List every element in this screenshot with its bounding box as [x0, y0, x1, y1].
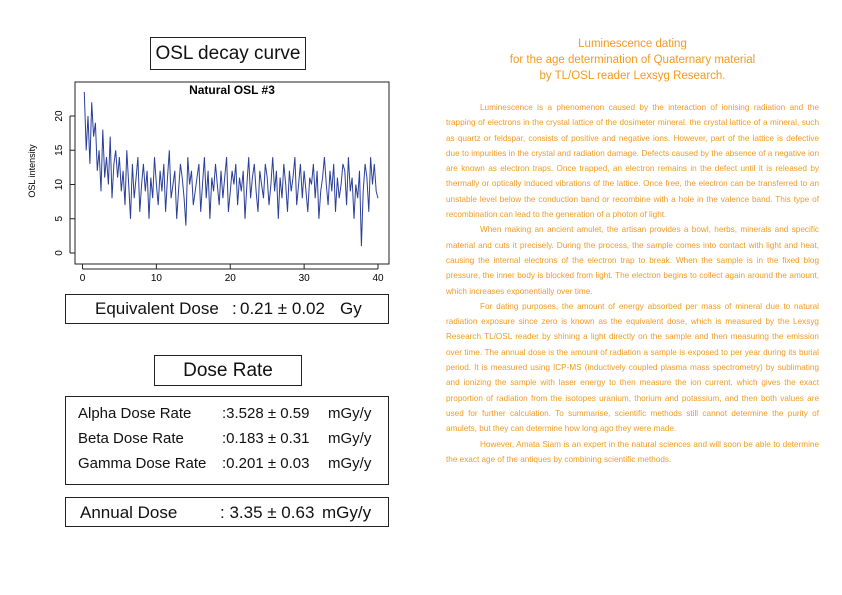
beta-dose-unit: mGy/y — [328, 430, 372, 447]
x-tick-label: 10 — [151, 273, 163, 284]
article-title-line: by TL/OSL reader Lexsyg Research. — [539, 70, 726, 82]
article-title-line: Luminescence dating — [578, 38, 687, 50]
article-paragraph: Luminescence is a phenomenon caused by t… — [446, 103, 819, 220]
article-paragraph: For dating purposes, the amount of energ… — [446, 301, 819, 434]
beta-dose-label: Beta Dose Rate — [78, 430, 184, 447]
osl-title: OSL decay curve — [155, 42, 301, 64]
annual-dose-box: Annual Dose : 3.35 ± 0.63 mGy/y — [65, 497, 389, 527]
osl-decay-chart: Natural OSL #3 OSL intensity 0 10 20 30 40 0 5… — [27, 81, 390, 284]
plot-frame — [74, 81, 390, 265]
x-tick-label: 0 — [80, 273, 86, 284]
alpha-dose-unit: mGy/y — [328, 405, 372, 422]
equivalent-dose-colon: : — [232, 299, 237, 318]
beta-dose-value: :0.183 ± 0.31 — [222, 430, 310, 447]
alpha-dose-value: :3.528 ± 0.59 — [222, 405, 310, 422]
alpha-dose-label: Alpha Dose Rate — [78, 405, 192, 422]
gamma-dose-value: :0.201 ± 0.03 — [222, 455, 310, 472]
y-tick-label: 5 — [54, 216, 65, 222]
gamma-dose-label: Gamma Dose Rate — [78, 455, 207, 472]
y-tick-label: 10 — [54, 179, 65, 191]
x-tick-label: 30 — [299, 273, 311, 284]
equivalent-dose-unit: Gy — [340, 299, 362, 318]
y-tick-label: 0 — [54, 250, 65, 256]
dose-rate-title: Dose Rate — [183, 359, 273, 381]
axis-ticks: 0 10 20 30 40 0 5 10 15 20 — [54, 110, 384, 284]
osl-series-line — [83, 91, 379, 247]
y-axis-label: OSL intensity — [27, 144, 37, 198]
equivalent-dose-label: Equivalent Dose — [95, 299, 219, 318]
y-tick-label: 15 — [54, 144, 65, 156]
y-tick-label: 20 — [54, 110, 65, 122]
article-paragraph: However, Amata Siam is an expert in the … — [446, 439, 819, 464]
osl-title-box: OSL decay curve — [150, 37, 306, 70]
dose-rate-box: Alpha Dose Rate :3.528 ± 0.59 mGy/y Beta… — [65, 396, 389, 485]
annual-dose-label: Annual Dose — [80, 503, 178, 522]
x-tick-label: 40 — [372, 273, 384, 284]
chart-title: Natural OSL #3 — [189, 83, 275, 97]
equivalent-dose-box: Equivalent Dose : 0.21 ± 0.02 Gy — [65, 294, 389, 324]
article-title: Luminescence dating for the age determin… — [446, 36, 819, 84]
x-tick-label: 20 — [225, 273, 237, 284]
article-paragraph: When making an ancient amulet, the artis… — [446, 225, 819, 296]
annual-dose-unit: mGy/y — [322, 503, 372, 522]
gamma-dose-unit: mGy/y — [328, 455, 372, 472]
dose-rate-title-box: Dose Rate — [154, 355, 302, 386]
article-title-line: for the age determination of Quaternary … — [509, 54, 756, 66]
article: Luminescence dating for the age determin… — [446, 36, 819, 467]
equivalent-dose-value: 0.21 ± 0.02 — [240, 299, 325, 318]
annual-dose-value: : 3.35 ± 0.63 — [220, 503, 315, 522]
